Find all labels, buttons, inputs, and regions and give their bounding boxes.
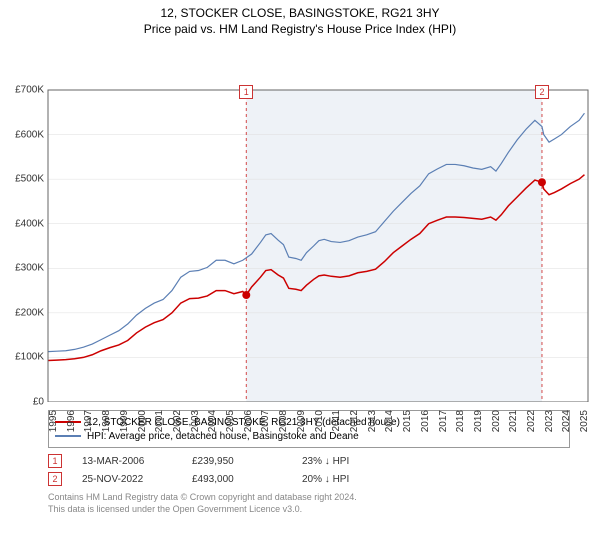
price-chart: £0£100K£200K£300K£400K£500K£600K£700K199… (0, 42, 600, 402)
x-tick-label: 2005 (225, 410, 236, 432)
x-tick-label: 1997 (83, 410, 94, 432)
sale-date: 25-NOV-2022 (82, 474, 172, 485)
marker-badge: 2 (535, 85, 549, 99)
y-tick-label: £700K (0, 85, 44, 96)
page-title: 12, STOCKER CLOSE, BASINGSTOKE, RG21 3HY (0, 0, 600, 20)
x-tick-label: 2009 (296, 410, 307, 432)
x-tick-label: 2012 (349, 410, 360, 432)
footer-attribution: Contains HM Land Registry data © Crown c… (48, 492, 600, 515)
chart-svg (0, 42, 600, 402)
x-tick-label: 2021 (508, 410, 519, 432)
sale-dot (242, 291, 250, 299)
sale-marker-badge: 2 (48, 472, 62, 486)
sale-dot (538, 178, 546, 186)
legend-swatch (55, 435, 81, 437)
sale-price: £239,950 (192, 456, 282, 467)
sale-marker-badge: 1 (48, 454, 62, 468)
x-tick-label: 2015 (402, 410, 413, 432)
sale-diff: 23% ↓ HPI (302, 456, 392, 467)
footer-line2: This data is licensed under the Open Gov… (48, 504, 600, 516)
x-tick-label: 2022 (526, 410, 537, 432)
x-tick-label: 2016 (420, 410, 431, 432)
x-tick-label: 2013 (367, 410, 378, 432)
x-tick-label: 2024 (561, 410, 572, 432)
x-tick-label: 2017 (438, 410, 449, 432)
x-tick-label: 2001 (154, 410, 165, 432)
sale-diff: 20% ↓ HPI (302, 474, 392, 485)
x-tick-label: 2025 (579, 410, 590, 432)
x-tick-label: 1995 (48, 410, 59, 432)
shaded-region (246, 90, 542, 402)
x-tick-label: 2003 (190, 410, 201, 432)
y-tick-label: £100K (0, 352, 44, 363)
legend-item: HPI: Average price, detached house, Basi… (55, 429, 563, 443)
x-tick-label: 1996 (66, 410, 77, 432)
x-tick-label: 2002 (172, 410, 183, 432)
x-tick-label: 2008 (278, 410, 289, 432)
x-tick-label: 2010 (314, 410, 325, 432)
x-tick-label: 2020 (491, 410, 502, 432)
x-tick-label: 2007 (260, 410, 271, 432)
x-tick-label: 2023 (544, 410, 555, 432)
y-tick-label: £400K (0, 218, 44, 229)
marker-badge: 1 (239, 85, 253, 99)
x-tick-label: 2018 (455, 410, 466, 432)
x-tick-label: 2019 (473, 410, 484, 432)
x-tick-label: 2006 (243, 410, 254, 432)
sale-date: 13-MAR-2006 (82, 456, 172, 467)
page-subtitle: Price paid vs. HM Land Registry's House … (0, 20, 600, 42)
y-tick-label: £0 (0, 397, 44, 408)
x-tick-label: 2011 (331, 410, 342, 432)
x-tick-label: 1999 (119, 410, 130, 432)
y-tick-label: £300K (0, 263, 44, 274)
x-tick-label: 2004 (207, 410, 218, 432)
sale-price: £493,000 (192, 474, 282, 485)
y-tick-label: £200K (0, 307, 44, 318)
footer-line1: Contains HM Land Registry data © Crown c… (48, 492, 600, 504)
x-tick-label: 2014 (384, 410, 395, 432)
x-tick-label: 2000 (137, 410, 148, 432)
x-tick-label: 1998 (101, 410, 112, 432)
y-tick-label: £500K (0, 174, 44, 185)
sale-row: 2 25-NOV-2022 £493,000 20% ↓ HPI (48, 472, 600, 486)
y-tick-label: £600K (0, 129, 44, 140)
legend-item: 12, STOCKER CLOSE, BASINGSTOKE, RG21 3HY… (55, 415, 563, 429)
sale-row: 1 13-MAR-2006 £239,950 23% ↓ HPI (48, 454, 600, 468)
